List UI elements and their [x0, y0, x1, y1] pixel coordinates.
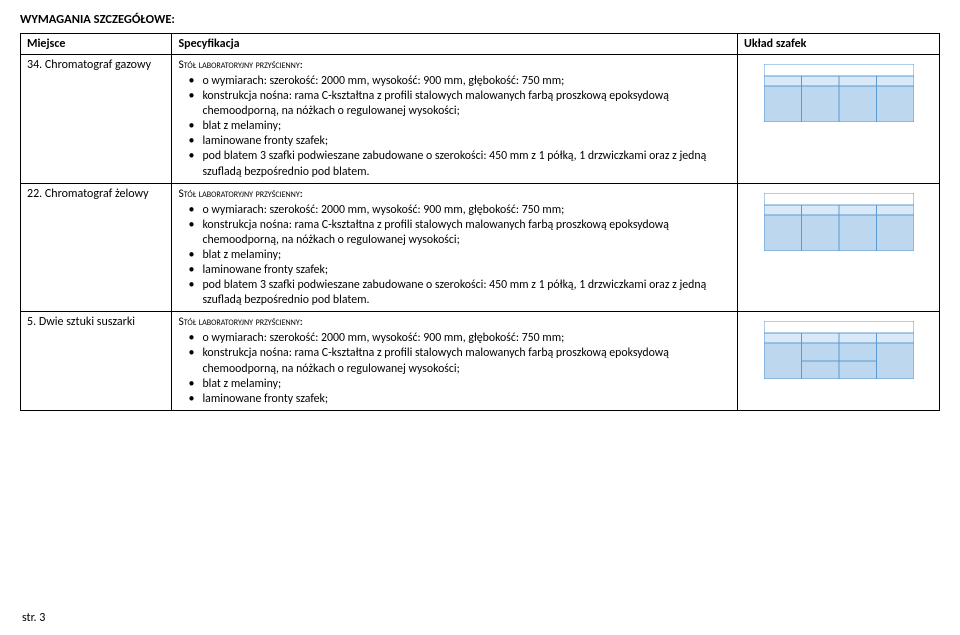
cell-place: 5. Dwie sztuki suszarki — [21, 312, 172, 410]
section-heading: WYMAGANIA SZCZEGÓŁOWE: — [20, 12, 940, 27]
bullet-item: blat z melaminy; — [202, 377, 731, 392]
cell-spec: Stół laboratoryjny przyścienny: o wymiara… — [172, 183, 738, 312]
bullet-item: pod blatem 3 szafki podwieszane zabudowa… — [202, 278, 731, 308]
cell-layout — [738, 312, 940, 410]
bullet-item: konstrukcja nośna: rama C-kształtna z pr… — [202, 346, 731, 376]
cell-place: 34. Chromatograf gazowy — [21, 55, 172, 184]
bullet-item: konstrukcja nośna: rama C-kształtna z pr… — [202, 89, 731, 119]
header-place: Miejsce — [21, 34, 172, 55]
cell-spec: Stół laboratoryjny przyścienny: o wymiara… — [172, 55, 738, 184]
bullet-item: o wymiarach: szerokość: 2000 mm, wysokoś… — [202, 74, 731, 89]
cabinet-diagram — [744, 315, 933, 379]
table-row: 22. Chromatograf żelowyStół laboratoryjn… — [21, 183, 940, 312]
cabinet-diagram — [744, 187, 933, 251]
spec-title: Stół laboratoryjny przyścienny: — [178, 58, 731, 72]
cabinet-diagram — [744, 58, 933, 122]
spec-table: Miejsce Specyfikacja Układ szafek 34. Ch… — [20, 33, 940, 411]
bullet-item: konstrukcja nośna: rama C-kształtna z pr… — [202, 218, 731, 248]
bullet-item: pod blatem 3 szafki podwieszane zabudowa… — [202, 149, 731, 179]
bullet-item: blat z melaminy; — [202, 119, 731, 134]
spec-title: Stół laboratoryjny przyścienny: — [178, 187, 731, 201]
bullet-item: laminowane fronty szafek; — [202, 134, 731, 149]
bullet-item: laminowane fronty szafek; — [202, 263, 731, 278]
spec-title: Stół laboratoryjny przyścienny: — [178, 315, 731, 329]
table-row: 5. Dwie sztuki suszarkiStół laboratoryjn… — [21, 312, 940, 410]
cell-place: 22. Chromatograf żelowy — [21, 183, 172, 312]
spec-bullets: o wymiarach: szerokość: 2000 mm, wysokoś… — [178, 331, 731, 406]
bullet-item: o wymiarach: szerokość: 2000 mm, wysokoś… — [202, 331, 731, 346]
header-spec: Specyfikacja — [172, 34, 738, 55]
bullet-item: o wymiarach: szerokość: 2000 mm, wysokoś… — [202, 203, 731, 218]
header-layout: Układ szafek — [738, 34, 940, 55]
bullet-item: blat z melaminy; — [202, 248, 731, 263]
bullet-item: laminowane fronty szafek; — [202, 392, 731, 407]
cell-layout — [738, 183, 940, 312]
spec-bullets: o wymiarach: szerokość: 2000 mm, wysokoś… — [178, 203, 731, 309]
cell-spec: Stół laboratoryjny przyścienny: o wymiara… — [172, 312, 738, 410]
cell-layout — [738, 55, 940, 184]
page-footer: str. 3 — [22, 611, 45, 625]
table-row: 34. Chromatograf gazowyStół laboratoryjn… — [21, 55, 940, 184]
spec-bullets: o wymiarach: szerokość: 2000 mm, wysokoś… — [178, 74, 731, 180]
